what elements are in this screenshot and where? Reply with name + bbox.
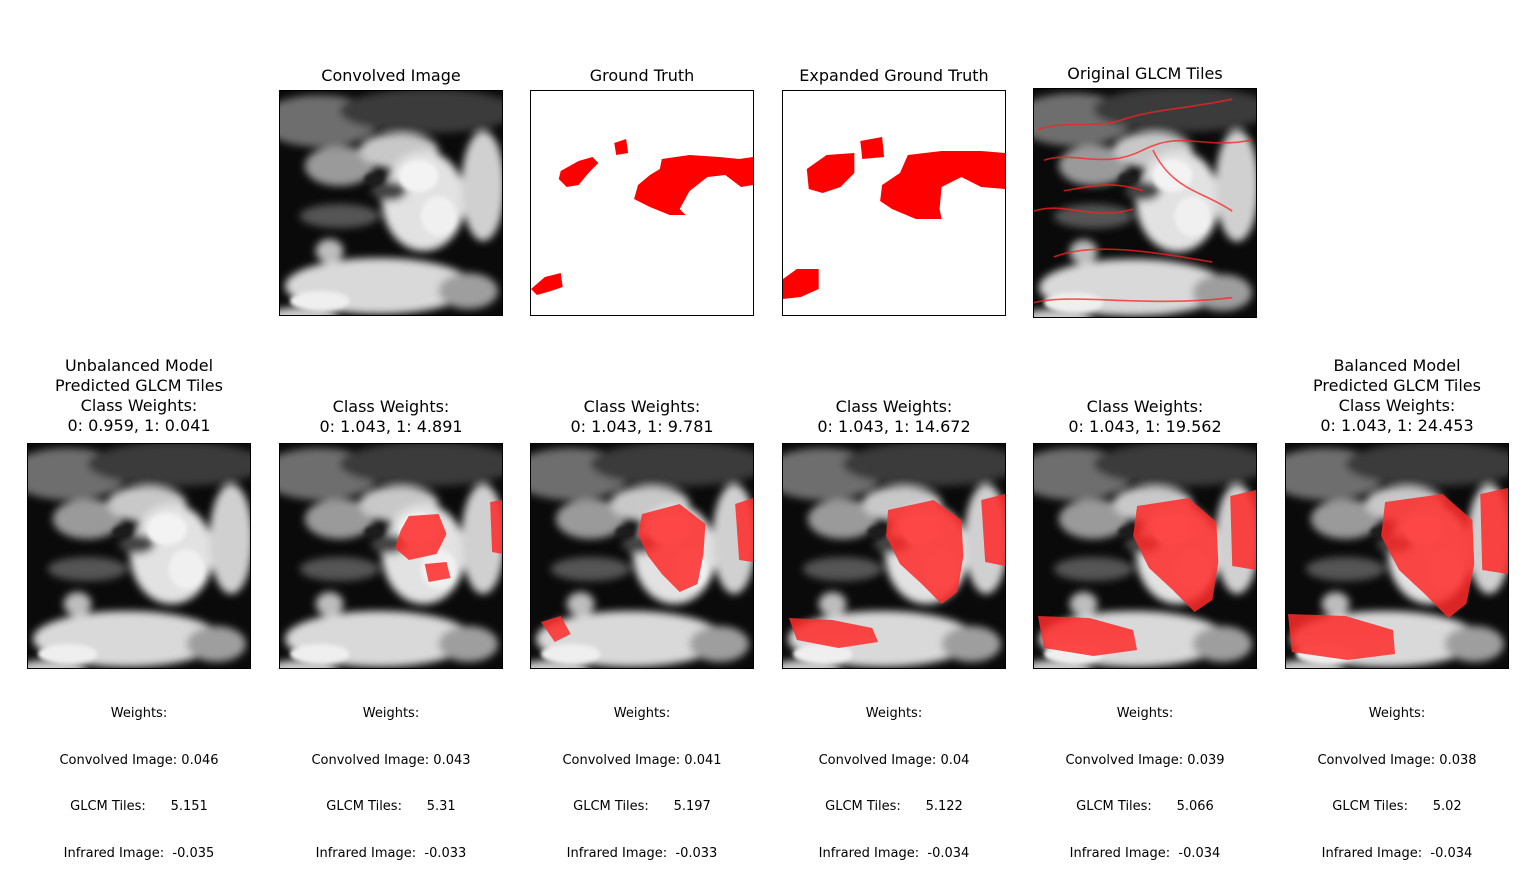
panel-title: Balanced Model Predicted GLCM Tiles Clas… [1313, 356, 1481, 435]
weights-infrared: Infrared Image: -0.034 [1321, 845, 1473, 861]
panel-title: Class Weights: 0: 1.043, 1: 14.672 [817, 397, 971, 436]
panel-title: Original GLCM Tiles [1067, 64, 1223, 83]
weights-header: Weights: [865, 706, 923, 721]
panel-title: Class Weights: 0: 1.043, 1: 9.781 [570, 397, 714, 436]
prediction-image [782, 443, 1006, 669]
weights-glcm: GLCM Tiles: 5.02 [1332, 799, 1462, 814]
weights-convolved: Convolved Image: 0.038 [1317, 752, 1477, 768]
prediction-image [27, 443, 251, 669]
weights-header: Weights: [1368, 706, 1426, 721]
convolved-image [279, 90, 503, 316]
weights-header: Weights: [1116, 706, 1174, 721]
panel-title: Ground Truth [589, 66, 695, 85]
panel-title: Convolved Image [321, 66, 461, 85]
weights-header: Weights: [110, 706, 168, 721]
ground-truth-mask [530, 90, 754, 316]
prediction-image [279, 443, 503, 669]
weights-header: Weights: [613, 706, 671, 721]
prediction-image [1033, 443, 1257, 669]
weights-caption: Weights: Convolved Image: 0.038 GLCM Til… [1245, 675, 1536, 892]
prediction-image [530, 443, 754, 669]
panel-title: Class Weights: 0: 1.043, 1: 4.891 [319, 397, 463, 436]
panel-title: Expanded Ground Truth [799, 66, 989, 85]
panel-title: Unbalanced Model Predicted GLCM Tiles Cl… [55, 356, 223, 435]
panel-title: Class Weights: 0: 1.043, 1: 19.562 [1068, 397, 1222, 436]
weights-header: Weights: [362, 706, 420, 721]
expanded-ground-truth-mask [782, 90, 1006, 316]
prediction-image [1285, 443, 1509, 669]
original-glcm-image [1033, 88, 1257, 318]
